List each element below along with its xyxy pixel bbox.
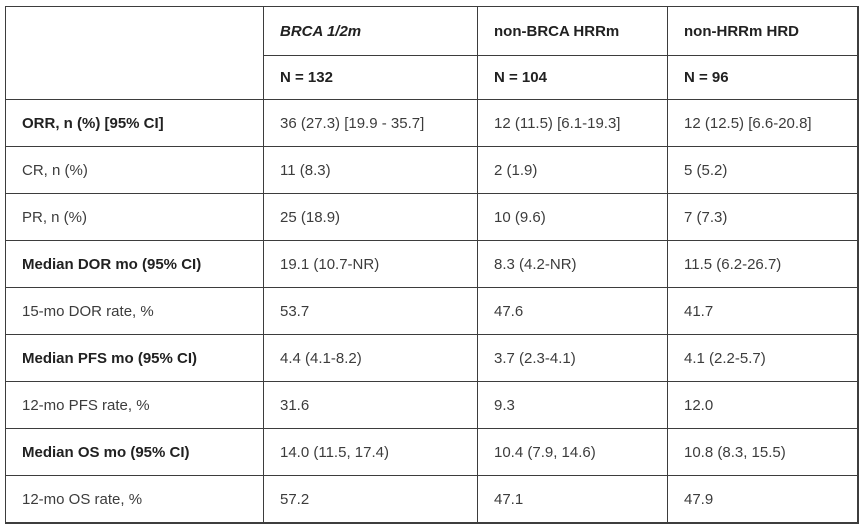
- table-row-orr: ORR, n (%) [95% CI] 36 (27.3) [19.9 - 35…: [5, 99, 859, 147]
- table-row-os-rate: 12-mo OS rate, % 57.2 47.1 47.9: [5, 475, 859, 524]
- table-row-median-os: Median OS mo (95% CI) 14.0 (11.5, 17.4) …: [5, 428, 859, 476]
- row-label: ORR, n (%) [95% CI]: [5, 99, 264, 147]
- column-header-brca: BRCA 1/2m: [263, 6, 478, 56]
- data-cell: 12 (12.5) [6.6-20.8]: [667, 99, 859, 147]
- row-label: 12-mo OS rate, %: [5, 475, 264, 524]
- results-table: BRCA 1/2m non-BRCA HRRm non-HRRm HRD N =…: [5, 6, 859, 524]
- column-header-non-hrrm-hrd: non-HRRm HRD: [667, 6, 859, 56]
- table-row-cr: CR, n (%) 11 (8.3) 2 (1.9) 5 (5.2): [5, 146, 859, 194]
- column-header-non-brca-hrrm: non-BRCA HRRm: [477, 6, 668, 56]
- data-cell: 11 (8.3): [263, 146, 478, 194]
- data-cell: 3.7 (2.3-4.1): [477, 334, 668, 382]
- data-cell: 12.0: [667, 381, 859, 429]
- data-cell: 8.3 (4.2-NR): [477, 240, 668, 288]
- data-cell: 47.1: [477, 475, 668, 524]
- n-header-brca: N = 132: [263, 55, 478, 100]
- data-cell: 41.7: [667, 287, 859, 335]
- data-cell: 4.4 (4.1-8.2): [263, 334, 478, 382]
- data-cell: 2 (1.9): [477, 146, 668, 194]
- data-cell: 47.6: [477, 287, 668, 335]
- row-label: 12-mo PFS rate, %: [5, 381, 264, 429]
- table-row-median-dor: Median DOR mo (95% CI) 19.1 (10.7-NR) 8.…: [5, 240, 859, 288]
- data-cell: 19.1 (10.7-NR): [263, 240, 478, 288]
- data-cell: 11.5 (6.2-26.7): [667, 240, 859, 288]
- row-label: PR, n (%): [5, 193, 264, 241]
- data-cell: 7 (7.3): [667, 193, 859, 241]
- data-cell: 47.9: [667, 475, 859, 524]
- data-cell: 4.1 (2.2-5.7): [667, 334, 859, 382]
- data-cell: 10.4 (7.9, 14.6): [477, 428, 668, 476]
- n-header-row: N = 132 N = 104 N = 96: [6, 55, 859, 100]
- data-cell: 57.2: [263, 475, 478, 524]
- data-cell: 5 (5.2): [667, 146, 859, 194]
- data-cell: 9.3: [477, 381, 668, 429]
- row-label: Median OS mo (95% CI): [5, 428, 264, 476]
- data-cell: 53.7: [263, 287, 478, 335]
- data-cell: 14.0 (11.5, 17.4): [263, 428, 478, 476]
- data-cell: 12 (11.5) [6.1-19.3]: [477, 99, 668, 147]
- n-header-non-hrrm-hrd: N = 96: [667, 55, 859, 100]
- table-row-pfs-rate: 12-mo PFS rate, % 31.6 9.3 12.0: [5, 381, 859, 429]
- row-label: CR, n (%): [5, 146, 264, 194]
- data-cell: 36 (27.3) [19.9 - 35.7]: [263, 99, 478, 147]
- table-row-pr: PR, n (%) 25 (18.9) 10 (9.6) 7 (7.3): [5, 193, 859, 241]
- data-cell: 10.8 (8.3, 15.5): [667, 428, 859, 476]
- table-row-median-pfs: Median PFS mo (95% CI) 4.4 (4.1-8.2) 3.7…: [5, 334, 859, 382]
- data-cell: 31.6: [263, 381, 478, 429]
- data-cell: 25 (18.9): [263, 193, 478, 241]
- n-header-non-brca-hrrm: N = 104: [477, 55, 668, 100]
- row-label: 15-mo DOR rate, %: [5, 287, 264, 335]
- row-label: Median DOR mo (95% CI): [5, 240, 264, 288]
- cohort-header-row: BRCA 1/2m non-BRCA HRRm non-HRRm HRD: [5, 6, 859, 100]
- data-cell: 10 (9.6): [477, 193, 668, 241]
- corner-cell: [5, 6, 264, 100]
- table-row-dor-rate: 15-mo DOR rate, % 53.7 47.6 41.7: [5, 287, 859, 335]
- row-label: Median PFS mo (95% CI): [5, 334, 264, 382]
